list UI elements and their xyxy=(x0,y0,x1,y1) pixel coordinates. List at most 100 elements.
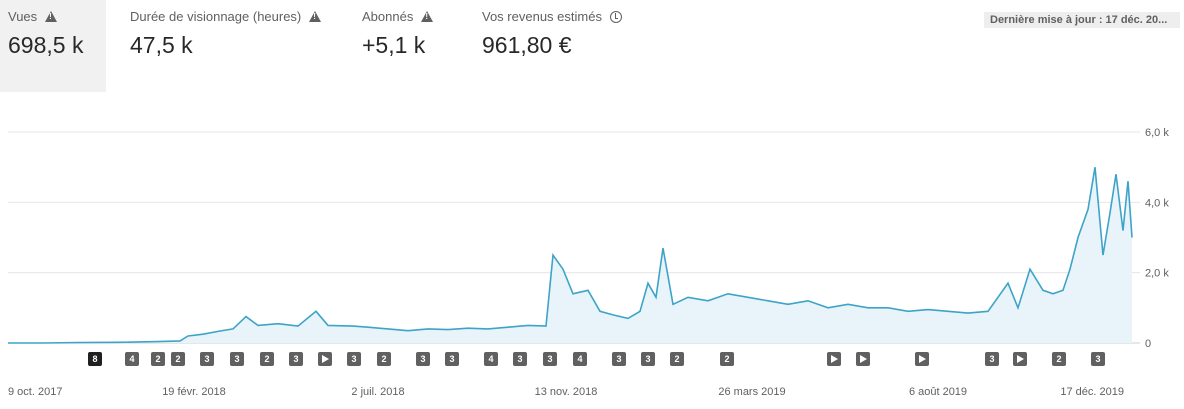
y-tick-label: 0 xyxy=(1145,338,1151,350)
metric-label: Durée de visionnage (heures) xyxy=(130,9,322,24)
metric-label-text: Vues xyxy=(8,9,38,24)
event-marker-bg xyxy=(720,352,734,366)
event-marker-count: 4 xyxy=(129,354,134,364)
play-icon xyxy=(322,355,329,363)
event-marker-bg xyxy=(1052,352,1066,366)
event-marker-bg xyxy=(88,352,102,366)
event-marker-count: 3 xyxy=(449,354,454,364)
y-tick-label: 4,0 k xyxy=(1145,197,1169,209)
event-marker[interactable]: 3 xyxy=(416,352,430,366)
event-marker[interactable]: 2 xyxy=(670,352,684,366)
event-marker[interactable]: 3 xyxy=(641,352,655,366)
event-marker[interactable]: 2 xyxy=(720,352,734,366)
metric-value: 698,5 k xyxy=(8,32,84,58)
event-marker-count: 3 xyxy=(351,354,356,364)
metric-label-text: Abonnés xyxy=(362,9,414,24)
metric-tab-1[interactable]: Durée de visionnage (heures) 47,5 k xyxy=(106,0,338,92)
event-marker-bg xyxy=(200,352,214,366)
event-marker-count: 3 xyxy=(645,354,650,364)
event-marker-count: 2 xyxy=(155,354,160,364)
event-marker[interactable] xyxy=(318,352,332,366)
metric-tab-2[interactable]: Abonnés +5,1 k xyxy=(338,0,458,92)
x-tick-label: 2 juil. 2018 xyxy=(351,386,404,398)
x-tick-label: 19 févr. 2018 xyxy=(162,386,226,398)
event-marker[interactable]: 3 xyxy=(1091,352,1105,366)
event-marker-count: 2 xyxy=(264,354,269,364)
series-area xyxy=(8,167,1132,343)
x-tick-label: 6 août 2019 xyxy=(909,386,967,398)
series-line xyxy=(8,167,1133,344)
event-marker[interactable]: 3 xyxy=(985,352,999,366)
event-marker-count: 2 xyxy=(674,354,679,364)
event-marker-bg xyxy=(445,352,459,366)
event-marker-count: 3 xyxy=(293,354,298,364)
play-icon xyxy=(1017,355,1024,363)
event-marker[interactable]: 3 xyxy=(612,352,626,366)
event-marker[interactable]: 3 xyxy=(200,352,214,366)
event-marker-bg xyxy=(125,352,139,366)
event-marker-count: 3 xyxy=(1095,354,1100,364)
x-tick-label: 9 oct. 2017 xyxy=(8,386,62,398)
clock-icon xyxy=(609,10,622,23)
play-icon xyxy=(860,355,867,363)
event-marker-bg xyxy=(484,352,498,366)
event-marker-count: 3 xyxy=(420,354,425,364)
warning-icon xyxy=(45,11,58,22)
event-marker[interactable]: 2 xyxy=(377,352,391,366)
event-marker-bg xyxy=(289,352,303,366)
event-marker-bg xyxy=(416,352,430,366)
play-icon xyxy=(831,355,838,363)
event-marker-count: 2 xyxy=(381,354,386,364)
event-marker-bg xyxy=(151,352,165,366)
event-marker[interactable]: 3 xyxy=(230,352,244,366)
views-chart: 0 2,0 k 4,0 k 6,0 k 8 4 2 2 3 3 2 3 3 2 3 3 4 3 3 4 3 3 2 2 3 2 3 9… xyxy=(8,127,1169,398)
metric-value: 47,5 k xyxy=(130,32,193,58)
event-marker[interactable] xyxy=(915,352,929,366)
event-marker-count: 4 xyxy=(488,354,493,364)
event-marker[interactable]: 2 xyxy=(1052,352,1066,366)
event-marker[interactable] xyxy=(856,352,870,366)
last-updated-badge: Dernière mise à jour : 17 déc. 20... xyxy=(984,12,1180,28)
metric-value: 961,80 € xyxy=(482,32,572,58)
event-marker-count: 3 xyxy=(234,354,239,364)
metric-tab-0[interactable]: Vues 698,5 k xyxy=(0,0,106,92)
event-marker-count: 3 xyxy=(547,354,552,364)
event-marker-bg xyxy=(513,352,527,366)
event-marker[interactable]: 4 xyxy=(125,352,139,366)
event-marker-count: 2 xyxy=(1056,354,1061,364)
metric-label: Vos revenus estimés xyxy=(482,9,622,24)
x-tick-label: 26 mars 2019 xyxy=(718,386,785,398)
event-marker[interactable]: 8 xyxy=(88,352,102,366)
event-marker-bg xyxy=(573,352,587,366)
event-marker-bg xyxy=(377,352,391,366)
event-marker-count: 4 xyxy=(577,354,582,364)
event-marker-bg xyxy=(260,352,274,366)
warning-icon xyxy=(309,11,322,22)
event-marker-bg xyxy=(985,352,999,366)
event-marker[interactable] xyxy=(1013,352,1027,366)
event-marker[interactable]: 3 xyxy=(513,352,527,366)
x-tick-label: 13 nov. 2018 xyxy=(535,386,598,398)
warning-icon xyxy=(421,11,434,22)
event-marker[interactable]: 2 xyxy=(260,352,274,366)
event-marker[interactable]: 4 xyxy=(484,352,498,366)
event-marker[interactable]: 2 xyxy=(171,352,185,366)
event-marker[interactable]: 3 xyxy=(289,352,303,366)
event-marker[interactable]: 2 xyxy=(151,352,165,366)
event-marker-count: 8 xyxy=(92,354,97,364)
event-marker-count: 2 xyxy=(724,354,729,364)
metric-tabs: Vues 698,5 k Durée de visionnage (heures) 4… xyxy=(0,0,980,92)
metric-label-text: Vos revenus estimés xyxy=(482,9,602,24)
y-tick-label: 6,0 k xyxy=(1145,127,1169,139)
event-marker[interactable]: 4 xyxy=(573,352,587,366)
metric-tab-3[interactable]: Vos revenus estimés 961,80 € xyxy=(458,0,658,92)
event-marker-count: 3 xyxy=(204,354,209,364)
metric-value: +5,1 k xyxy=(362,32,426,58)
event-marker[interactable]: 3 xyxy=(445,352,459,366)
event-marker-count: 2 xyxy=(175,354,180,364)
metric-label: Vues xyxy=(8,9,58,24)
event-marker[interactable]: 3 xyxy=(543,352,557,366)
event-marker[interactable] xyxy=(827,352,841,366)
metric-label-text: Durée de visionnage (heures) xyxy=(130,9,302,24)
event-marker[interactable]: 3 xyxy=(347,352,361,366)
